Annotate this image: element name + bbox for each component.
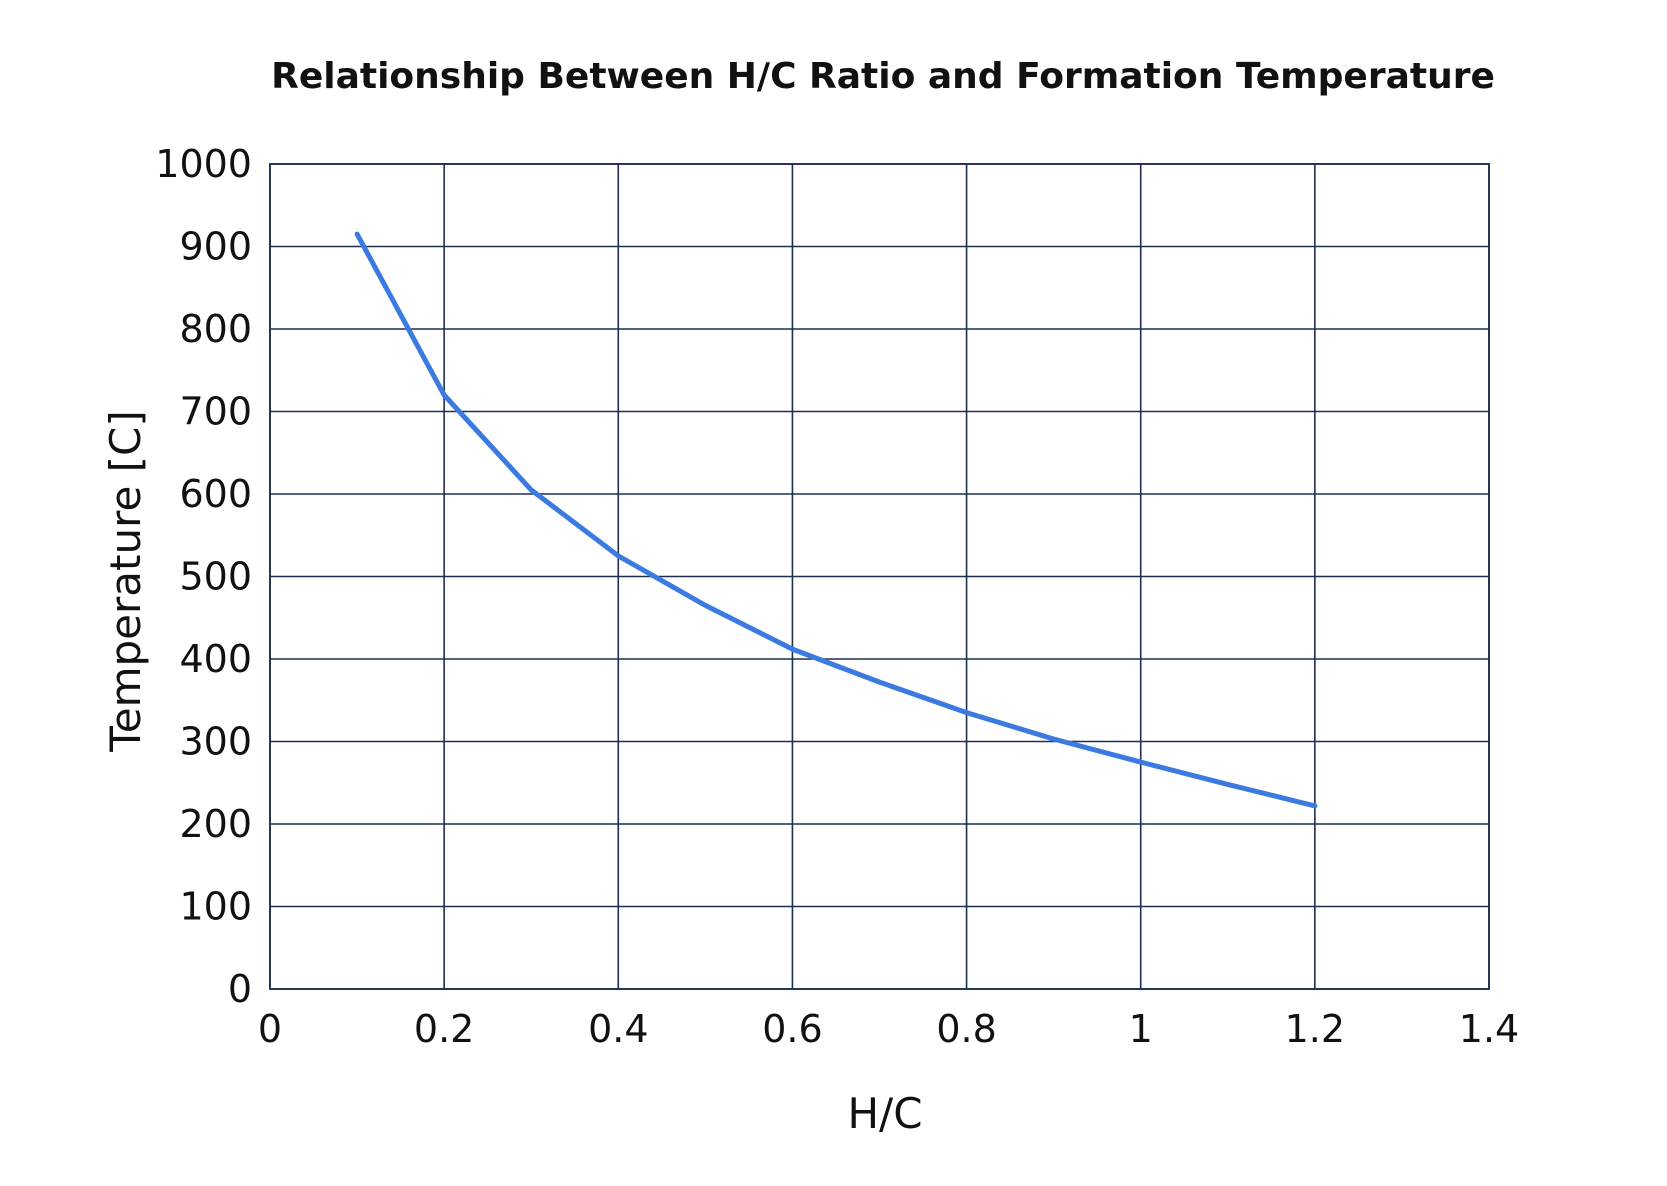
y-tick-label: 600: [179, 472, 252, 516]
x-tick-label: 0.8: [936, 1007, 996, 1051]
x-tick-label: 0.4: [588, 1007, 648, 1051]
chart-title: Relationship Between H/C Ratio and Forma…: [271, 56, 1495, 97]
y-tick-label: 300: [179, 720, 252, 764]
x-tick-label: 1.4: [1459, 1007, 1519, 1051]
x-tick-label: 0.2: [414, 1007, 474, 1051]
y-tick-label: 1000: [155, 142, 252, 186]
x-tick-label: 0: [258, 1007, 282, 1051]
x-tick-label: 0.6: [762, 1007, 822, 1051]
y-tick-label: 400: [179, 637, 252, 681]
x-tick-label: 1.2: [1285, 1007, 1345, 1051]
x-axis-ticks: 0 0.2 0.4 0.6 0.8 1 1.2 1.4: [258, 1007, 1519, 1051]
y-tick-label: 900: [179, 225, 252, 269]
y-tick-label: 800: [179, 307, 252, 351]
series-line: [354, 231, 1318, 809]
y-tick-label: 200: [179, 802, 252, 846]
x-tick-label: 1: [1129, 1007, 1153, 1051]
grid: [269, 163, 1490, 990]
y-axis-ticks: 0 100 200 300 400 500 600 700 800 900 1000: [155, 142, 252, 1011]
x-axis-label: H/C: [847, 1089, 922, 1138]
y-tick-label: 500: [179, 555, 252, 599]
y-tick-label: 0: [228, 967, 252, 1011]
plot-frame: [269, 163, 1490, 990]
y-tick-label: 100: [179, 885, 252, 929]
y-tick-label: 700: [179, 390, 252, 434]
y-axis-label: Temperature [C]: [101, 410, 150, 753]
series-layer: [354, 231, 1318, 809]
